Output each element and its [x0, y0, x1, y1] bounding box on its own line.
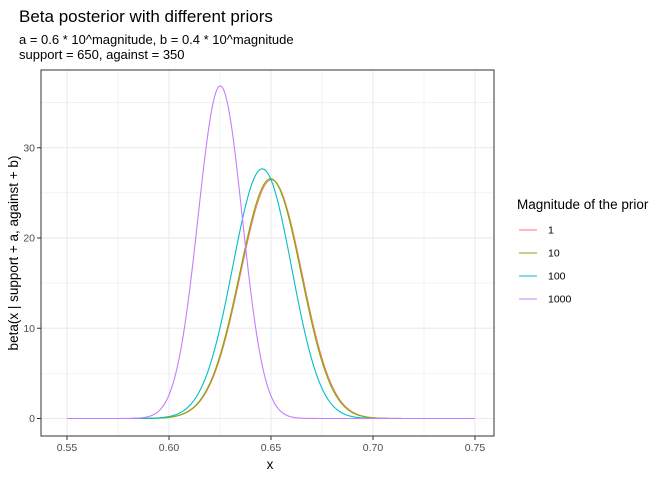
x-axis-title: x: [267, 457, 274, 472]
legend-label-1000: 1000: [548, 294, 572, 306]
y-axis: 0 10 20 30: [23, 142, 41, 425]
plot-panel: [40, 69, 495, 437]
legend-label-100: 100: [548, 271, 566, 283]
chart-subtitle-line-2: support = 650, against = 350: [19, 47, 185, 62]
legend: Magnitude of the prior 1 10 100 1000: [517, 197, 649, 306]
y-axis-title: beta(x | support + a, against + b): [6, 156, 21, 351]
y-tick-label: 10: [23, 323, 35, 335]
legend-label-1: 1: [548, 225, 554, 237]
x-axis: 0.55 0.60 0.65 0.70 0.75: [57, 436, 486, 454]
panel-background: [41, 70, 494, 436]
legend-items: 1 10 100 1000: [519, 225, 572, 306]
y-tick-label: 20: [23, 233, 35, 245]
grid-minor: [41, 70, 494, 436]
panel-border: [40, 69, 495, 437]
x-tick-label: 0.70: [363, 442, 384, 454]
chart-subtitle-line-1: a = 0.6 * 10^magnitude, b = 0.4 * 10^mag…: [19, 32, 294, 47]
y-tick-label: 30: [23, 142, 35, 154]
x-tick-label: 0.75: [465, 442, 486, 454]
series-lines: [67, 85, 475, 420]
x-tick-label: 0.65: [261, 442, 282, 454]
y-tick-label: 0: [29, 413, 35, 425]
series-line-1000: [67, 85, 475, 420]
legend-title: Magnitude of the prior: [517, 197, 649, 212]
x-tick-label: 0.55: [57, 442, 78, 454]
legend-label-10: 10: [548, 248, 560, 260]
x-tick-label: 0.60: [159, 442, 180, 454]
chart-title: Beta posterior with different priors: [19, 7, 273, 26]
